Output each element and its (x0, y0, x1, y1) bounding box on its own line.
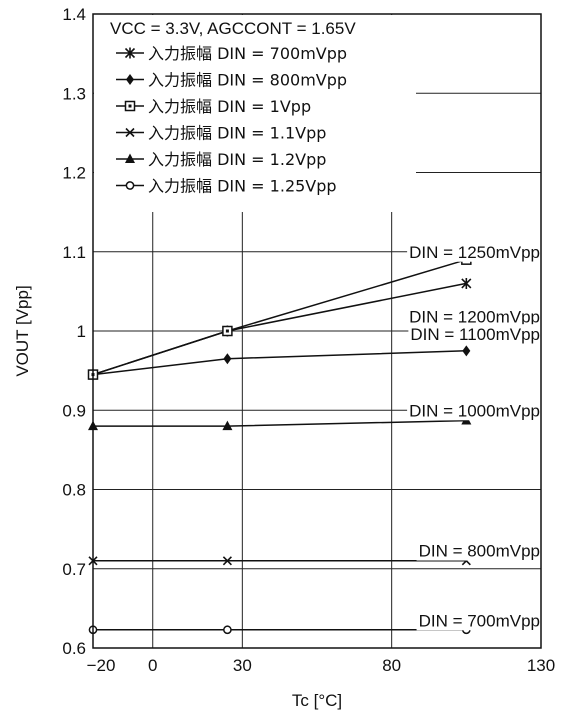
data-point (222, 420, 233, 431)
x-tick-label: −20 (87, 656, 116, 675)
annotation-background (407, 241, 541, 262)
legend-label: 入力振幅 DIN = 800mVpp (148, 71, 347, 90)
x-tick-label: 80 (382, 656, 401, 675)
marker-asterisk (461, 277, 472, 289)
series-line (93, 419, 467, 427)
annotation-background (416, 540, 541, 561)
data-point (124, 47, 136, 59)
marker-asterisk (124, 47, 136, 59)
annotation-background (416, 610, 541, 631)
annotation-background (407, 400, 541, 421)
x-tick-label: 130 (527, 656, 555, 675)
y-tick-label: 1.1 (62, 243, 86, 262)
marker-triangle (125, 153, 135, 163)
marker-diamond (462, 345, 471, 357)
annotation-label: DIN = 1200mVpp (409, 308, 540, 327)
y-tick-label: 0.6 (62, 639, 86, 658)
annotation-label: DIN = 800mVpp (419, 542, 540, 561)
legend-label: 入力振幅 DIN = 1.1Vpp (148, 124, 326, 143)
data-point (125, 153, 135, 163)
y-tick-label: 1.2 (62, 164, 86, 183)
marker-circle (223, 625, 232, 635)
legend-item: 入力振幅 DIN = 1.2Vpp (116, 150, 326, 169)
series (88, 625, 471, 635)
marker-triangle (222, 420, 233, 431)
y-tick-label: 1.4 (62, 5, 86, 24)
annotation-label: DIN = 1100mVpp (410, 325, 540, 344)
legend-item: 入力振幅 DIN = 700mVpp (116, 44, 347, 63)
marker-diamond (126, 74, 134, 85)
y-tick-label: 0.8 (62, 481, 86, 500)
data-point (222, 325, 233, 337)
data-point (222, 556, 232, 566)
legend-label: 入力振幅 DIN = 700mVpp (148, 44, 347, 63)
x-tick-label: 0 (148, 656, 157, 675)
legend-item: 入力振幅 DIN = 1Vpp (116, 97, 311, 116)
legend-item: 入力振幅 DIN = 1.25Vpp (116, 177, 337, 196)
annotation-label: DIN = 1250mVpp (409, 243, 540, 262)
marker-diamond (223, 353, 232, 365)
legend-label: 入力振幅 DIN = 1.2Vpp (148, 150, 326, 169)
x-axis-title: Tc [°C] (292, 691, 342, 710)
legend-item: 入力振幅 DIN = 1.1Vpp (116, 124, 326, 143)
plot-frame (92, 13, 542, 649)
marker-x (222, 556, 232, 566)
y-tick-label: 0.7 (62, 560, 86, 579)
condition-label: VCC = 3.3V, AGCCONT = 1.65V (110, 19, 356, 38)
data-point (461, 277, 472, 289)
marker-square-dot (225, 329, 229, 333)
y-tick-label: 1.3 (62, 84, 86, 103)
annotation-label: DIN = 1000mVpp (409, 401, 540, 420)
legend-label: 入力振幅 DIN = 1.25Vpp (148, 177, 337, 196)
data-point (125, 181, 135, 190)
y-tick-label: 0.9 (62, 401, 86, 420)
legend: VCC = 3.3V, AGCCONT = 1.65V 入力振幅 DIN = 70… (94, 15, 416, 212)
series (89, 345, 471, 381)
data-point (223, 353, 232, 365)
data-point (223, 625, 232, 635)
annotation-background (407, 306, 541, 327)
legend-item: 入力振幅 DIN = 800mVpp (116, 71, 347, 90)
x-tick-label: 30 (233, 656, 252, 675)
series-line (92, 350, 467, 376)
axes: 0.6 0.7 0.8 0.9 1 1.1 1.2 1.3 1.4 −20 0 30 80 130 Tc [… (13, 5, 555, 710)
annotation-label: DIN = 700mVpp (419, 611, 540, 630)
data-point (124, 100, 136, 112)
data-point (462, 345, 471, 357)
y-axis-title: VOUT [Vpp] (13, 285, 32, 376)
data-point (126, 74, 134, 85)
marker-circle (125, 181, 135, 190)
series (88, 556, 471, 566)
marker-x (125, 127, 135, 138)
y-tick-label: 1 (77, 322, 86, 341)
marker-square-dot (128, 104, 132, 108)
legend-label: 入力振幅 DIN = 1Vpp (148, 97, 311, 116)
data-point (125, 127, 135, 138)
legend-background (94, 15, 416, 212)
annotation-background (408, 324, 541, 345)
